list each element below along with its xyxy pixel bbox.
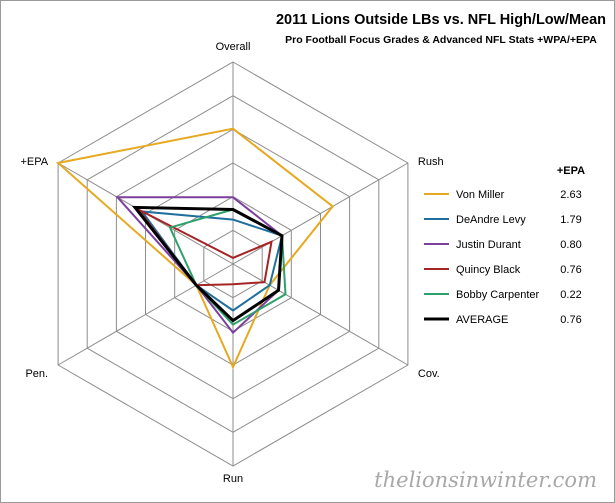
axis-label-rush: Rush [418,156,444,168]
series-layer [55,127,335,370]
axis-labels: Overall Rush Cov. Run Pen. +EPA [20,41,443,485]
legend-label-average: AVERAGE [456,314,508,326]
legend: +EPA Von Miller 2.63 DeAndre Levy 1.79 Justi… [424,165,585,326]
chart-title: 2011 Lions Outside LBs vs. NFL High/Low/… [276,12,606,28]
axis-label-run: Run [223,473,243,485]
legend-label-justin-durant: Justin Durant [456,239,521,251]
series-line-average [131,205,284,323]
series-line-deandre-levy [139,210,284,312]
series-line-von-miller [55,127,335,370]
legend-label-von-miller: Von Miller [456,189,505,201]
legend-header-epa: +EPA [557,165,585,177]
chart-subtitle: Pro Football Focus Grades & Advanced NFL… [285,34,597,46]
legend-epa-average: 0.76 [560,314,581,326]
legend-epa-justin-durant: 0.80 [560,239,581,251]
legend-epa-deandre-levy: 1.79 [560,214,581,226]
axis-label-epa: +EPA [20,156,48,168]
legend-label-quincy-black: Quincy Black [456,264,521,276]
axis-label-overall: Overall [216,41,251,53]
radar-grid [57,61,409,467]
legend-epa-von-miller: 2.63 [560,189,581,201]
grid-spoke-2 [232,263,409,366]
legend-label-bobby-carpenter: Bobby Carpenter [456,289,539,301]
axis-label-pen: Pen. [25,368,48,380]
legend-label-deandre-levy: DeAndre Levy [456,214,526,226]
legend-epa-bobby-carpenter: 0.22 [560,289,581,301]
grid-spoke-1 [232,162,409,265]
legend-epa-quincy-black: 0.76 [560,264,581,276]
grid-spoke-4 [57,263,234,366]
axis-label-cov: Cov. [418,368,440,380]
watermark: thelionsinwinter.com [374,468,597,492]
